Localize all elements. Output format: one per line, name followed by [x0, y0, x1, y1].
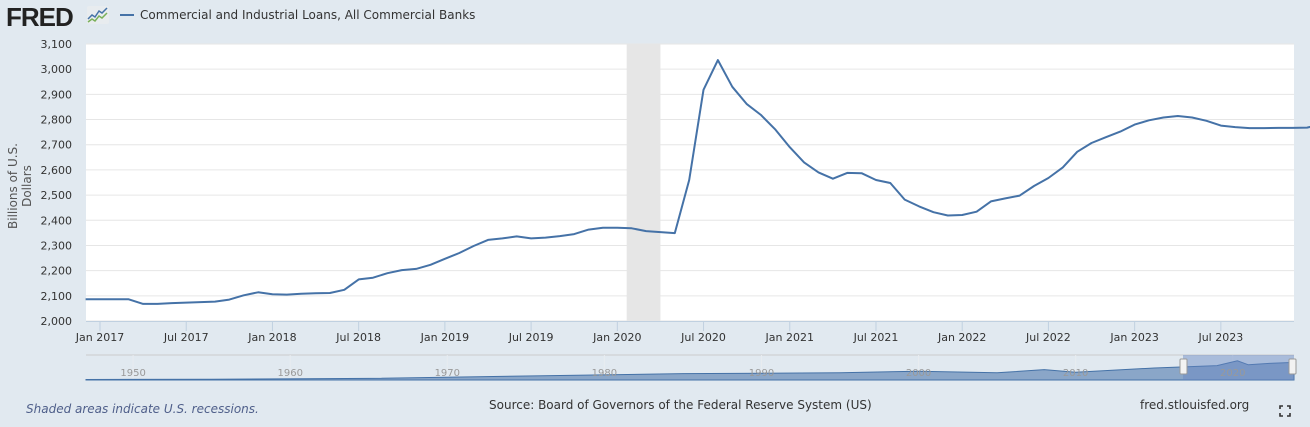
legend-swatch — [120, 14, 134, 16]
navigator-decade-label: 1990 — [749, 368, 774, 379]
chart-legend[interactable]: Commercial and Industrial Loans, All Com… — [120, 8, 475, 22]
navigator-selection[interactable] — [1183, 355, 1294, 380]
y-tick-label: 3,000 — [41, 63, 73, 76]
x-tick-label: Jul 2019 — [508, 331, 554, 344]
y-tick-label: 2,800 — [41, 114, 73, 127]
x-tick-label: Jan 2023 — [1109, 331, 1158, 344]
y-tick-label: 2,200 — [41, 265, 73, 278]
legend-label: Commercial and Industrial Loans, All Com… — [140, 8, 476, 22]
source-note: Source: Board of Governors of the Federa… — [489, 398, 872, 412]
x-tick-label: Jan 2022 — [937, 331, 986, 344]
y-tick-label: 2,500 — [41, 189, 73, 202]
navigator-decade-label: 1980 — [592, 368, 617, 379]
recession-note: Shaded areas indicate U.S. recessions. — [26, 402, 259, 416]
navigator-decade-label: 2000 — [906, 368, 931, 379]
navigator-decade-label: 1960 — [277, 368, 302, 379]
x-tick-label: Jan 2020 — [592, 331, 641, 344]
fullscreen-icon[interactable] — [1279, 402, 1291, 417]
navigator-decade-label: 1950 — [120, 368, 145, 379]
x-tick-label: Jul 2017 — [163, 331, 209, 344]
x-tick-label: Jan 2019 — [420, 331, 469, 344]
y-tick-label: 3,100 — [41, 38, 73, 51]
y-tick-label: 2,000 — [41, 315, 73, 328]
navigator-right-handle[interactable] — [1288, 358, 1297, 375]
navigator-decade-label: 2010 — [1063, 368, 1088, 379]
x-tick-label: Jul 2022 — [1025, 331, 1071, 344]
y-tick-label: 2,400 — [41, 214, 73, 227]
x-tick-label: Jul 2018 — [335, 331, 381, 344]
navigator-series — [85, 360, 1295, 381]
fred-logo[interactable]: FRED — [6, 2, 74, 32]
navigator-decade-label: 1970 — [435, 368, 460, 379]
x-tick-label: Jul 2023 — [1197, 331, 1243, 344]
site-link[interactable]: fred.stlouisfed.org — [1140, 398, 1250, 412]
x-tick-label: Jan 2021 — [765, 331, 814, 344]
line-chart-icon — [87, 6, 109, 24]
x-tick-label: Jul 2020 — [680, 331, 726, 344]
recession-shading — [626, 44, 661, 321]
series-line[interactable] — [85, 59, 1310, 305]
y-tick-label: 2,100 — [41, 290, 73, 303]
plot-area — [86, 44, 1294, 321]
x-tick-label: Jan 2017 — [75, 331, 124, 344]
navigator-left-handle[interactable] — [1179, 358, 1188, 375]
y-tick-label: 2,700 — [41, 139, 73, 152]
y-tick-label: 2,600 — [41, 164, 73, 177]
navigator-decade-label: 2020 — [1220, 368, 1245, 379]
x-tick-label: Jan 2018 — [247, 331, 296, 344]
x-tick-label: Jul 2021 — [853, 331, 899, 344]
y-tick-label: 2,300 — [41, 239, 73, 252]
y-tick-label: 2,900 — [41, 88, 73, 101]
